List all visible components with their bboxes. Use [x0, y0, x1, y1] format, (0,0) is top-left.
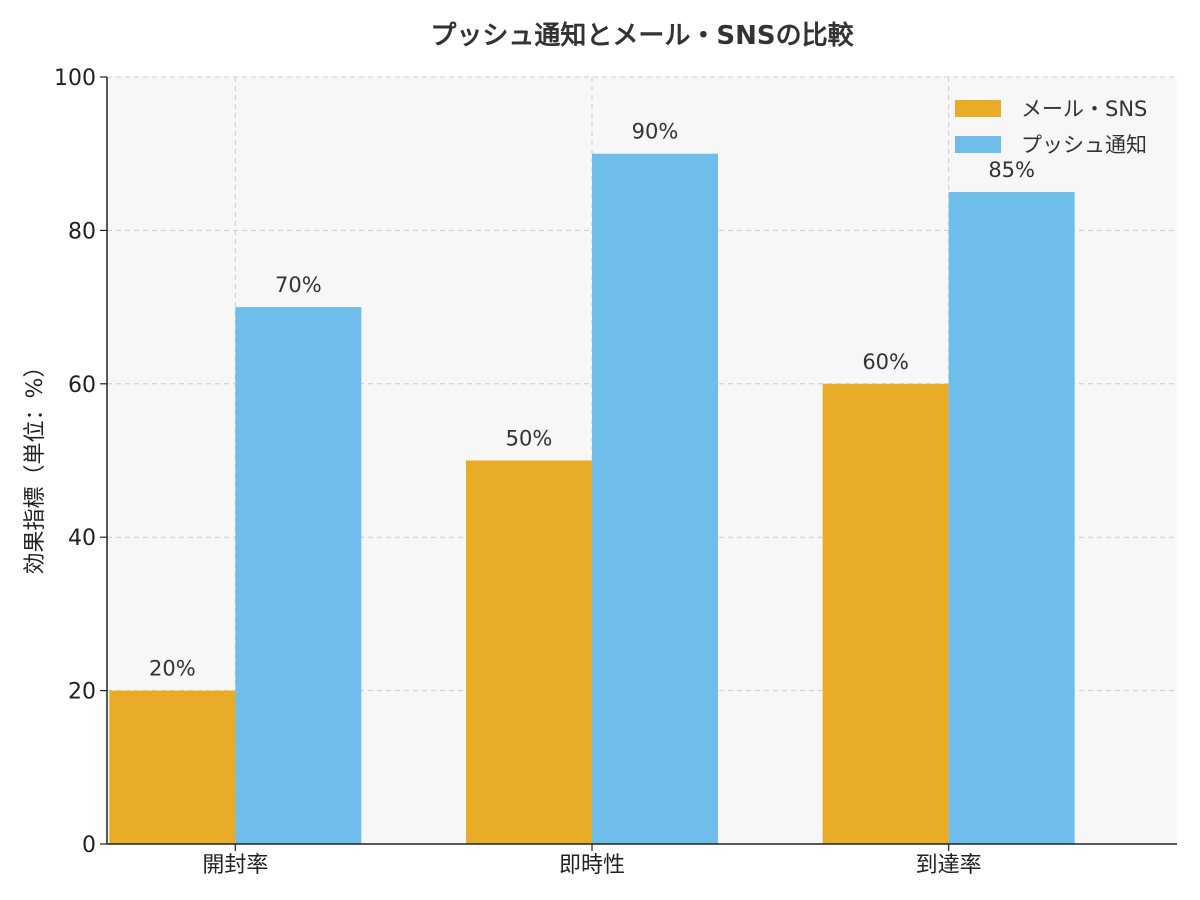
x-tick-label: 開封率 [202, 853, 268, 878]
bar-push-1 [592, 153, 718, 844]
x-tick-label: 即時性 [559, 853, 625, 878]
y-tick-label: 20 [68, 680, 96, 705]
x-tick-label: 到達率 [916, 853, 982, 878]
legend-swatch [955, 100, 1001, 117]
bar-mail-sns-1 [466, 460, 592, 844]
legend-label: プッシュ通知 [1021, 133, 1147, 157]
chart-title: プッシュ通知とメール・SNSの比較 [430, 20, 854, 51]
bar-value-label: 85% [988, 158, 1035, 182]
bar-mail-sns-0 [109, 690, 236, 844]
legend-swatch [955, 136, 1001, 153]
bar-push-0 [235, 307, 362, 845]
bar-value-label: 60% [862, 350, 909, 374]
y-tick-label: 40 [68, 526, 96, 551]
legend: メール・SNS プッシュ通知 [955, 97, 1147, 157]
legend-label: メール・SNS [1021, 97, 1147, 121]
bar-value-label: 70% [275, 273, 322, 297]
bar-value-label: 50% [506, 427, 553, 451]
bar-mail-sns-2 [822, 383, 949, 844]
y-axis-label: 効果指標（単位：%） [23, 356, 48, 575]
bars [109, 153, 1075, 845]
y-tick-label: 100 [54, 66, 96, 91]
value-labels: 20% 50% 60% 70% 90% 85% [149, 120, 1035, 681]
bar-value-label: 90% [632, 120, 679, 144]
y-tick-label: 60 [68, 373, 96, 398]
y-tick-label: 0 [82, 833, 96, 858]
bar-push-2 [948, 192, 1075, 845]
axes: 0 20 40 60 80 100 開封率 即時性 到達率 [54, 66, 1177, 878]
y-tick-label: 80 [68, 219, 96, 244]
bar-value-label: 20% [149, 657, 196, 681]
